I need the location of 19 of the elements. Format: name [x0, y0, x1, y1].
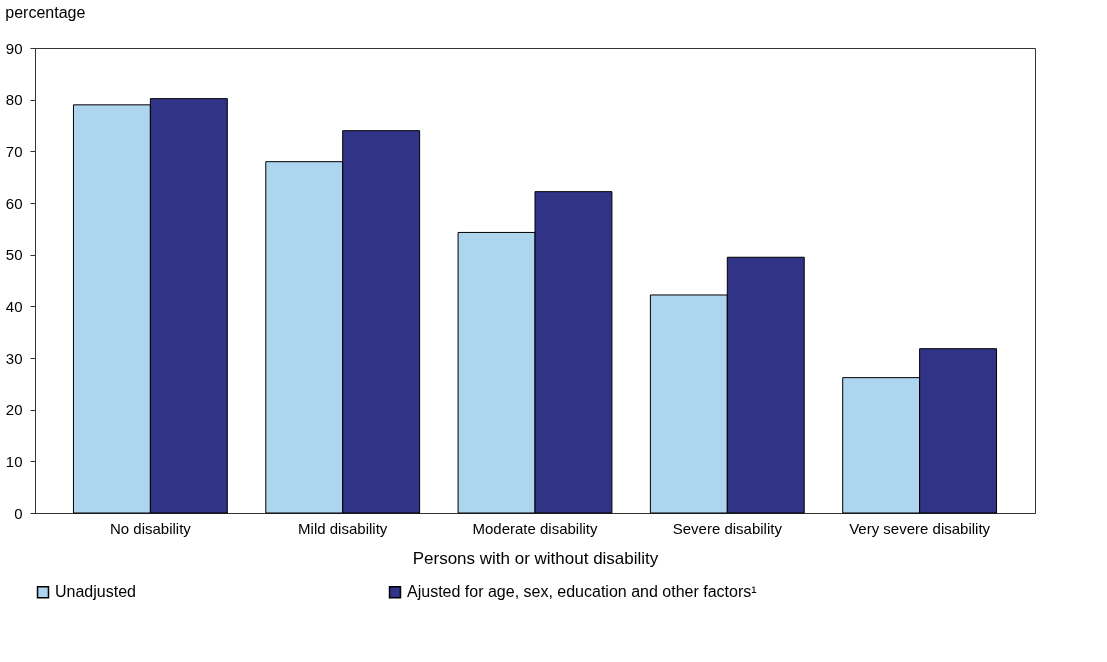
x-tick-label: No disability	[109, 519, 192, 537]
x-tick-label: Severe disability	[672, 519, 783, 537]
y-tick-label: 80	[5, 91, 23, 109]
x-tick-label: Moderate disability	[472, 519, 599, 537]
x-tick-label: Mild disability	[298, 519, 388, 537]
y-tick-label: 0	[14, 504, 23, 522]
x-tick-label: Very severe disability	[849, 519, 991, 537]
y-tick-label: 90	[5, 39, 23, 57]
y-tick-label: 30	[5, 349, 23, 367]
x-axis-title: Persons with or without disability	[412, 548, 659, 568]
y-tick-label: 10	[5, 452, 23, 470]
y-tick-label: 70	[5, 142, 23, 160]
y-tick-label: 60	[5, 194, 23, 212]
y-axis-title: percentage	[5, 4, 86, 21]
legend-label: Unadjusted	[55, 583, 136, 601]
y-tick-label: 40	[5, 297, 23, 315]
legend-label: Ajusted for age, sex, education and other factors¹	[407, 583, 757, 601]
y-tick-label: 20	[5, 401, 23, 419]
y-tick-label: 50	[5, 246, 23, 264]
